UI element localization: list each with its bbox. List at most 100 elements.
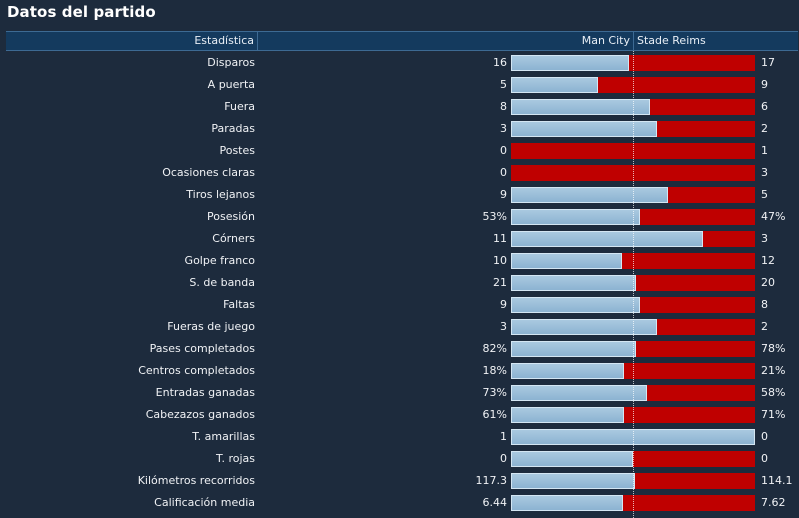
home-value: 53% xyxy=(482,210,507,223)
column-header-stat[interactable]: Estadística xyxy=(194,34,254,47)
home-share-bar xyxy=(511,231,703,247)
home-value: 1 xyxy=(500,430,507,443)
home-value: 11 xyxy=(493,232,507,245)
stat-label: Centros completados xyxy=(138,364,255,377)
home-share-bar xyxy=(511,451,633,467)
stat-row: Disparos 16 17 xyxy=(0,52,799,74)
stat-row: Kilómetros recorridos 117.3 114.1 xyxy=(0,470,799,492)
stat-row: Entradas ganadas 73% 58% xyxy=(0,382,799,404)
home-value: 10 xyxy=(493,254,507,267)
home-share-bar xyxy=(511,99,650,115)
home-value: 3 xyxy=(500,320,507,333)
home-value: 61% xyxy=(482,408,507,421)
stat-label: Kilómetros recorridos xyxy=(137,474,255,487)
stat-row: T. rojas 0 0 xyxy=(0,448,799,470)
home-value: 5 xyxy=(500,78,507,91)
home-share-bar xyxy=(511,385,647,401)
home-share-bar xyxy=(511,209,640,225)
away-value: 3 xyxy=(761,232,768,245)
stat-label: Postes xyxy=(219,144,255,157)
home-value: 0 xyxy=(500,452,507,465)
stat-label: Entradas ganadas xyxy=(155,386,255,399)
stat-row: Tiros lejanos 9 5 xyxy=(0,184,799,206)
home-value: 16 xyxy=(493,56,507,69)
away-value: 1 xyxy=(761,144,768,157)
home-value: 9 xyxy=(500,188,507,201)
home-value: 18% xyxy=(482,364,507,377)
stat-label: Faltas xyxy=(223,298,255,311)
stat-row: Posesión 53% 47% xyxy=(0,206,799,228)
page-title: Datos del partido xyxy=(7,3,156,21)
home-share-bar xyxy=(511,297,640,313)
stat-row: Córners 11 3 xyxy=(0,228,799,250)
stat-label: Córners xyxy=(212,232,255,245)
stat-label: Fuera xyxy=(224,100,255,113)
comparison-bar xyxy=(511,319,755,335)
home-value: 82% xyxy=(482,342,507,355)
home-value: 6.44 xyxy=(482,496,508,509)
home-value: 9 xyxy=(500,298,507,311)
stat-label: T. rojas xyxy=(216,452,255,465)
stat-label: Calificación media xyxy=(154,496,255,509)
away-value: 12 xyxy=(761,254,775,267)
home-share-bar xyxy=(511,253,622,269)
away-value: 21% xyxy=(761,364,786,377)
home-value: 21 xyxy=(493,276,507,289)
home-value: 117.3 xyxy=(475,474,508,487)
away-value: 6 xyxy=(761,100,768,113)
away-value: 20 xyxy=(761,276,775,289)
comparison-bar xyxy=(511,99,755,115)
column-header-away-team[interactable]: Stade Reims xyxy=(637,34,706,47)
away-value: 47% xyxy=(761,210,786,223)
home-share-bar xyxy=(511,473,635,489)
home-value: 73% xyxy=(482,386,507,399)
stat-label: Paradas xyxy=(211,122,255,135)
home-share-bar xyxy=(511,55,629,71)
home-share-bar xyxy=(511,363,624,379)
away-value: 17 xyxy=(761,56,775,69)
home-share-bar xyxy=(511,121,657,137)
stat-row: Centros completados 18% 21% xyxy=(0,360,799,382)
stat-label: S. de banda xyxy=(189,276,255,289)
home-share-bar xyxy=(511,341,636,357)
away-value: 0 xyxy=(761,430,768,443)
away-value: 3 xyxy=(761,166,768,179)
stat-label: Fueras de juego xyxy=(167,320,255,333)
stat-row: Paradas 3 2 xyxy=(0,118,799,140)
stat-label: Ocasiones claras xyxy=(162,166,255,179)
stat-row: Pases completados 82% 78% xyxy=(0,338,799,360)
stat-row: Ocasiones claras 0 3 xyxy=(0,162,799,184)
column-divider xyxy=(257,32,258,50)
away-value: 114.1 xyxy=(761,474,793,487)
stat-label: A puerta xyxy=(207,78,255,91)
stat-label: Cabezazos ganados xyxy=(145,408,255,421)
stat-row: T. amarillas 1 0 xyxy=(0,426,799,448)
stat-label: Golpe franco xyxy=(184,254,255,267)
away-value: 7.62 xyxy=(761,496,786,509)
away-value: 0 xyxy=(761,452,768,465)
away-value: 2 xyxy=(761,320,768,333)
column-divider xyxy=(633,32,634,50)
stat-row: S. de banda 21 20 xyxy=(0,272,799,294)
away-value: 78% xyxy=(761,342,786,355)
home-share-bar xyxy=(511,495,623,511)
away-value: 71% xyxy=(761,408,786,421)
stats-table-header: Estadística Man City Stade Reims xyxy=(6,31,798,51)
away-value: 9 xyxy=(761,78,768,91)
home-share-bar xyxy=(511,407,624,423)
stat-row: Postes 0 1 xyxy=(0,140,799,162)
stat-label: T. amarillas xyxy=(192,430,255,443)
column-header-home-team[interactable]: Man City xyxy=(581,34,630,47)
home-value: 0 xyxy=(500,166,507,179)
stat-label: Disparos xyxy=(207,56,255,69)
home-share-bar xyxy=(511,319,657,335)
stat-row: Calificación media 6.44 7.62 xyxy=(0,492,799,514)
home-value: 3 xyxy=(500,122,507,135)
stat-row: Golpe franco 10 12 xyxy=(0,250,799,272)
home-share-bar xyxy=(511,187,668,203)
home-value: 8 xyxy=(500,100,507,113)
stat-row: Faltas 9 8 xyxy=(0,294,799,316)
stat-row: A puerta 5 9 xyxy=(0,74,799,96)
home-share-bar xyxy=(511,275,636,291)
away-value: 8 xyxy=(761,298,768,311)
